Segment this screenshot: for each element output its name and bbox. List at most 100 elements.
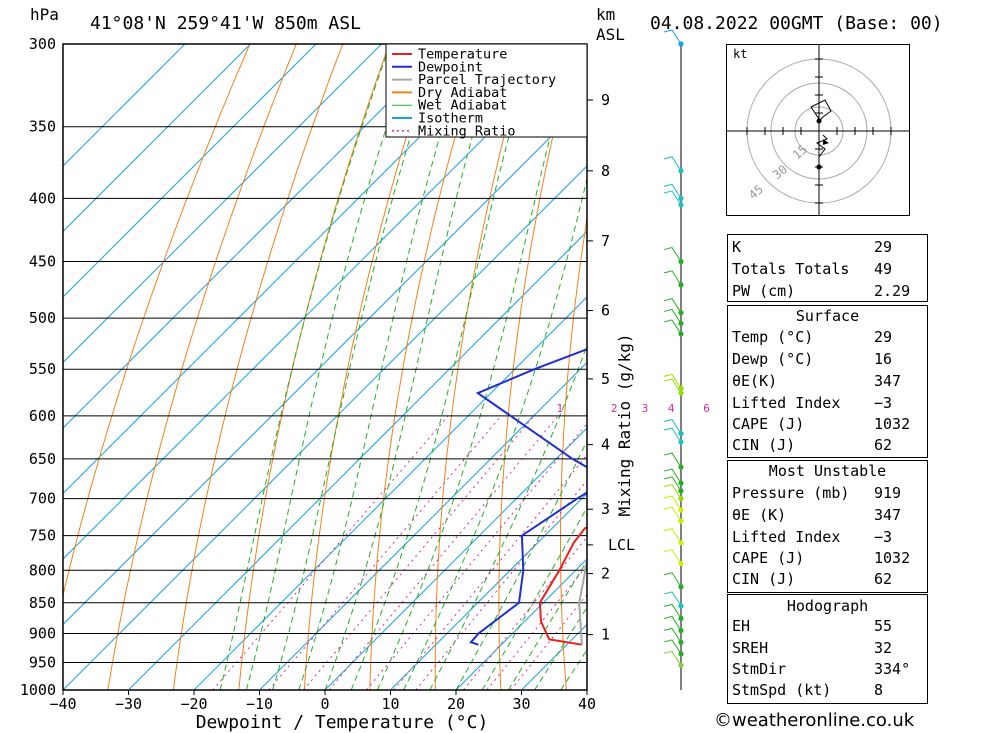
dry-adiabat-line xyxy=(498,44,576,690)
hodograph-trace-upper xyxy=(810,99,832,122)
pressure-tick-label: 500 xyxy=(29,309,56,327)
hodograph-ring-label-15: 15 xyxy=(790,142,810,162)
km-tick-label: 6 xyxy=(601,302,610,320)
wind-barb xyxy=(663,319,682,335)
mixing-ratio-label: 3 xyxy=(642,402,649,415)
wind-barb xyxy=(663,373,682,389)
mu-theta-value: 347 xyxy=(874,506,902,524)
k-index-label: K xyxy=(732,238,742,256)
hodograph-panel: kt 15 30 45 xyxy=(726,44,910,216)
dry-adiabat-line xyxy=(238,44,390,690)
isotherm-line xyxy=(63,44,382,364)
wet-adiabat-line xyxy=(245,44,415,690)
wind-barb xyxy=(663,528,682,544)
dry-adiabat-line xyxy=(678,44,714,690)
hodograph-trace-lower xyxy=(815,134,828,167)
datetime-label: 04.08.2022 00GMT (Base: 00) xyxy=(650,13,943,34)
legend-label: Temperature xyxy=(418,47,507,63)
isotherm-line xyxy=(390,492,587,690)
surface-cin-value: 62 xyxy=(874,436,893,454)
legend-label: Dry Adiabat xyxy=(418,85,507,101)
sreh-label: SREH xyxy=(732,639,769,657)
dry-adiabat-line xyxy=(943,44,1000,690)
temperature-line xyxy=(538,526,587,646)
km-tick-label: 8 xyxy=(601,162,610,180)
wind-barb xyxy=(663,427,682,443)
credit-label[interactable]: ©weatheronline.co.uk xyxy=(714,710,915,731)
wind-barb xyxy=(663,246,682,262)
pressure-tick-label: 600 xyxy=(29,407,56,425)
sreh-value: 32 xyxy=(874,639,893,657)
pressure-tick-label: 550 xyxy=(29,360,56,378)
totals-totals-label: Totals Totals xyxy=(732,260,850,278)
legend-label: Parcel Trajectory xyxy=(418,72,556,88)
mixing-ratio-label: 6 xyxy=(703,402,710,415)
wind-barb xyxy=(663,190,682,206)
surface-theta-label: θE(K) xyxy=(732,372,778,390)
eh-label: EH xyxy=(732,617,751,635)
isotherm-line xyxy=(259,361,587,690)
km-tick-label: 7 xyxy=(601,232,610,250)
asl-unit-label: ASL xyxy=(596,25,625,44)
x-tick-label: 40 xyxy=(578,695,596,713)
most-unstable-panel: Most Unstable Pressure (mb) 919 θE (K) 347… xyxy=(727,460,928,593)
legend-label: Mixing Ratio xyxy=(418,123,516,139)
wind-barb xyxy=(663,484,682,499)
wind-barb xyxy=(663,548,682,564)
wind-barb xyxy=(663,603,682,619)
dry-adiabat-line xyxy=(107,44,297,690)
surface-cin-label: CIN (J) xyxy=(732,436,796,454)
wet-adiabat-line xyxy=(376,44,575,690)
km-tick-label: 1 xyxy=(601,626,610,644)
pressure-tick-label: 800 xyxy=(29,561,56,579)
km-tick-label: 5 xyxy=(601,370,610,388)
pressure-tick-label: 850 xyxy=(29,594,56,612)
wind-barb xyxy=(663,308,682,324)
stmspd-value: 8 xyxy=(874,681,884,699)
legend-label: Dewpoint xyxy=(418,59,483,75)
wind-barb xyxy=(663,615,682,631)
eh-value: 55 xyxy=(874,617,893,635)
wind-barb xyxy=(663,572,682,588)
dry-adiabat-line xyxy=(992,44,1000,690)
surface-dewp-value: 16 xyxy=(874,350,893,368)
wet-adiabat-line xyxy=(298,44,469,690)
surface-cape-value: 1032 xyxy=(874,415,911,433)
x-tick-label: −40 xyxy=(49,695,76,713)
mu-cin-label: CIN (J) xyxy=(732,570,796,588)
mu-cin-value: 62 xyxy=(874,570,893,588)
hodograph-plot: kt 15 30 45 xyxy=(727,45,909,215)
wet-adiabat-line xyxy=(272,44,441,690)
wind-barb xyxy=(663,495,682,511)
wet-adiabat-line xyxy=(350,44,535,690)
surface-temp-label: Temp (°C) xyxy=(732,328,814,346)
wind-barb xyxy=(663,468,682,484)
hodograph-unit-label: kt xyxy=(733,47,747,61)
hodograph-params-title: Hodograph xyxy=(786,597,869,615)
wind-barb xyxy=(663,156,682,172)
km-tick-label: 4 xyxy=(601,436,610,454)
wind-level-dot xyxy=(678,639,684,645)
x-tick-label: −10 xyxy=(246,695,273,713)
stmspd-label: StmSpd (kt) xyxy=(732,681,832,699)
surface-dewp-label: Dewp (°C) xyxy=(732,350,814,368)
mixing-ratio-axis-label: Mixing Ratio (g/kg) xyxy=(615,333,634,516)
wind-barb xyxy=(663,627,682,643)
pressure-tick-label: 450 xyxy=(29,253,56,271)
wind-barb xyxy=(663,506,682,522)
stmdir-value: 334° xyxy=(874,660,911,678)
isotherm-line xyxy=(63,44,579,560)
x-tick-label: −30 xyxy=(115,695,142,713)
isotherm-line xyxy=(63,165,587,690)
wind-barb xyxy=(663,418,682,434)
storm-motion-marker xyxy=(823,139,829,145)
surface-title: Surface xyxy=(795,307,860,325)
indices-panel: K 29 Totals Totals 49 PW (cm) 2.29 xyxy=(727,234,928,302)
k-index-value: 29 xyxy=(874,238,893,256)
isotherm-line xyxy=(455,558,587,690)
wind-level-dot xyxy=(678,651,684,657)
mixing-ratio-label: 1 xyxy=(556,402,563,415)
pressure-tick-label: 1000 xyxy=(20,681,56,699)
most-unstable-title: Most Unstable xyxy=(768,462,887,480)
